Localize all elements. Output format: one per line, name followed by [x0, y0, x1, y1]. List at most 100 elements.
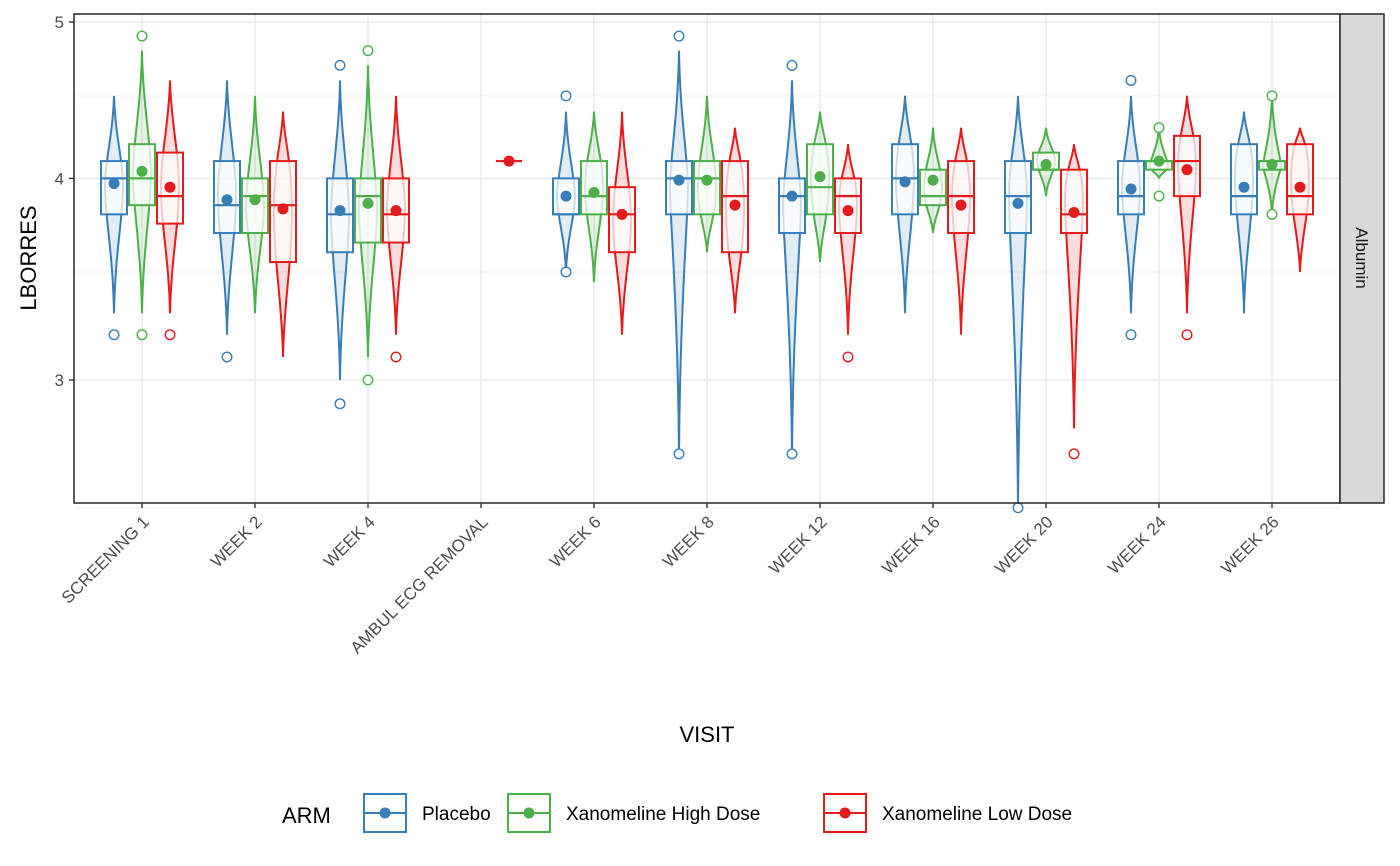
outlier-point [1012, 502, 1024, 514]
legend-entry-xanomeline-low-dose: Xanomeline Low Dose [823, 793, 1072, 833]
mean-point [108, 178, 120, 190]
violin [1148, 127, 1170, 179]
outlier-point [1153, 122, 1165, 134]
legend-label: Xanomeline High Dose [566, 804, 760, 825]
mean-point [1040, 159, 1052, 171]
box [693, 160, 721, 216]
mean-point [1238, 181, 1250, 193]
box [241, 177, 269, 235]
mean-point [927, 174, 939, 186]
outlier-point [1266, 90, 1278, 102]
outlier-point [136, 329, 148, 341]
x-tick-label: WEEK 4 [320, 512, 379, 571]
box [1230, 143, 1258, 216]
facet-strip-label: Albumin [1352, 227, 1371, 288]
x-axis-title: VISIT [679, 722, 734, 747]
mean-point [1068, 206, 1080, 218]
mean-point [673, 174, 685, 186]
outlier-point [1068, 448, 1080, 460]
mean-point [1153, 155, 1165, 167]
mean-point [1266, 159, 1278, 171]
violin [1007, 95, 1029, 508]
y-tick-label: 4 [55, 169, 64, 188]
mean-point [842, 205, 854, 217]
mean-point [899, 176, 911, 188]
mean-point [164, 181, 176, 193]
plot-layer [100, 30, 1314, 514]
outlier-point [164, 329, 176, 341]
mean-point [1181, 164, 1193, 176]
series-xanomeline-low-dose [156, 80, 1314, 460]
y-tick-label: 5 [55, 13, 64, 32]
mean-point [249, 194, 261, 206]
outlier-point [673, 30, 685, 42]
x-tick-label: WEEK 16 [878, 512, 944, 578]
mean-point [1294, 181, 1306, 193]
mean-point [277, 203, 289, 215]
mean-point [334, 205, 346, 217]
mean-point [503, 155, 515, 167]
legend-entry-placebo: Placebo [363, 793, 491, 833]
outlier-point [390, 351, 402, 363]
outlier-point [786, 448, 798, 460]
box [354, 177, 382, 244]
outlier-point [1153, 190, 1165, 202]
outlier-point [1266, 208, 1278, 220]
legend-key-mean [523, 807, 535, 819]
outlier-point [362, 374, 374, 386]
outlier-point [1125, 329, 1137, 341]
legend-key-mean [379, 807, 391, 819]
mean-point [136, 165, 148, 177]
outlier-point [1181, 329, 1193, 341]
x-tick-label: WEEK 24 [1104, 512, 1170, 578]
x-tick-label: WEEK 6 [546, 512, 605, 571]
outlier-point [362, 45, 374, 57]
grid-layer [74, 14, 1340, 509]
x-tick-label: WEEK 8 [659, 512, 718, 571]
box [382, 177, 410, 244]
x-tick-label: WEEK 2 [207, 512, 266, 571]
mean-point [955, 199, 967, 211]
x-tick-label: SCREENING 1 [58, 512, 153, 607]
mean-point [390, 205, 402, 217]
facet-strip-background [1339, 13, 1385, 504]
outlier-point [560, 266, 572, 278]
outlier-point [334, 398, 346, 410]
box [778, 177, 806, 235]
violin [1261, 95, 1283, 215]
mean-point [786, 190, 798, 202]
outlier-point [673, 448, 685, 460]
mean-point [701, 174, 713, 186]
mean-point [729, 199, 741, 211]
facet-strip: Albumin [1339, 13, 1385, 504]
mean-point [362, 197, 374, 209]
mean-point [1012, 197, 1024, 209]
series-placebo [100, 30, 1258, 514]
mean-point [588, 187, 600, 199]
legend-label: Xanomeline Low Dose [882, 804, 1072, 825]
x-tick-label: WEEK 26 [1217, 512, 1283, 578]
outlier-point [560, 90, 572, 102]
outlier-point [221, 351, 233, 363]
x-tick-label: WEEK 20 [991, 512, 1057, 578]
legend-title: ARM [282, 803, 331, 828]
outlier-point [1125, 74, 1137, 86]
box [665, 160, 693, 216]
violin [781, 80, 803, 454]
violin [837, 144, 859, 335]
outlier-point [334, 59, 346, 71]
mean-point [221, 194, 233, 206]
outlier-point [842, 351, 854, 363]
y-tick-label: 3 [55, 371, 64, 390]
outlier-point [108, 329, 120, 341]
legend-entry-xanomeline-high-dose: Xanomeline High Dose [507, 793, 760, 833]
violin [1176, 95, 1198, 314]
mean-point [814, 171, 826, 183]
outlier-point [136, 30, 148, 42]
series-xanomeline-high-dose [128, 30, 1286, 386]
mean-point [1125, 183, 1137, 195]
legend: ARM Placebo Xanomeline High Dose Xanomelin… [282, 793, 1072, 833]
y-axis-title: LBORRES [16, 205, 41, 310]
